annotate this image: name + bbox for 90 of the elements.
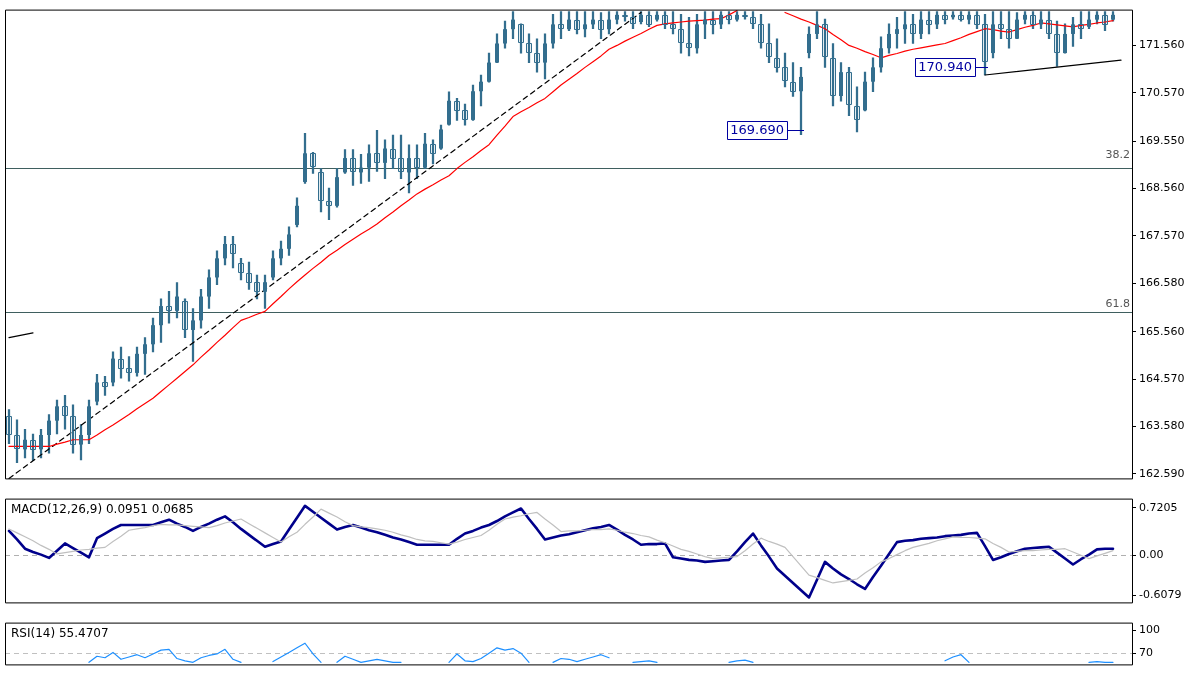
candlestick: [95, 374, 99, 406]
candlestick: [887, 23, 891, 54]
candlestick: [503, 20, 507, 49]
candlestick: [439, 124, 443, 150]
annotation: 61.8: [1105, 297, 1130, 311]
annotation: 170.940: [918, 59, 973, 75]
candlestick: [919, 11, 923, 40]
candlestick: [1111, 11, 1115, 22]
y-tick-label: 0.00: [1139, 548, 1164, 562]
candlestick: [991, 11, 995, 59]
candlestick: [903, 11, 907, 44]
candlestick: [343, 149, 347, 174]
candlestick: [495, 33, 499, 63]
candlestick: [263, 274, 267, 309]
candlestick: [279, 240, 283, 266]
candlestick: [1015, 12, 1019, 40]
candlestick: [815, 11, 819, 40]
candlestick: [807, 26, 811, 59]
candlestick: [295, 197, 299, 228]
candlestick: [271, 250, 275, 281]
candlestick: [543, 33, 547, 80]
y-tick-label: 169.550: [1139, 134, 1185, 148]
candlestick: [383, 139, 387, 179]
candlestick: [719, 11, 723, 30]
annotation: 38.2: [1105, 148, 1130, 162]
candlestick: [487, 52, 491, 83]
candlestick: [511, 11, 515, 40]
candlestick: [215, 250, 219, 285]
candlestick: [303, 132, 307, 184]
candlestick: [1023, 11, 1027, 25]
candlestick: [79, 424, 83, 461]
candlestick: [935, 11, 939, 30]
candlestick: [607, 11, 611, 35]
candlestick: [895, 16, 899, 49]
candlestick: [407, 144, 411, 194]
candlestick: [615, 11, 619, 25]
y-tick-label: 0.7205: [1139, 500, 1178, 514]
y-tick-label: -0.6079: [1139, 588, 1182, 602]
candlestick: [447, 91, 451, 126]
y-tick-label: 165.560: [1139, 324, 1185, 338]
y-tick-label: 167.570: [1139, 228, 1185, 242]
candlestick: [143, 337, 147, 375]
candlestick: [39, 428, 43, 459]
y-tick-label: 171.560: [1139, 38, 1185, 52]
candlestick: [967, 11, 971, 25]
y-tick-label: 164.570: [1139, 372, 1185, 385]
candlestick: [23, 428, 27, 459]
candlestick: [735, 11, 739, 22]
candlestick: [879, 36, 883, 73]
candlestick: [135, 346, 139, 377]
candlestick: [175, 282, 179, 319]
candlestick: [191, 308, 195, 362]
candlestick: [1095, 11, 1099, 25]
y-tick-label: 163.580: [1139, 419, 1185, 433]
candlestick: [799, 67, 803, 136]
candlestick: [1087, 11, 1091, 30]
candlestick: [199, 289, 203, 329]
candlestick: [111, 351, 115, 387]
candlestick: [655, 11, 659, 22]
chart-title: MACD(12,26,9) 0.0951 0.0685: [11, 501, 194, 516]
candlestick: [151, 317, 155, 353]
y-tick-label: 100: [1139, 623, 1160, 637]
y-tick-label: 70: [1139, 646, 1153, 660]
candlestick: [871, 57, 875, 93]
y-tick-label: 168.560: [1139, 181, 1185, 195]
candlestick: [47, 414, 51, 454]
candlestick: [223, 236, 227, 266]
candlestick: [335, 168, 339, 208]
candlestick: [567, 11, 571, 31]
candlestick: [583, 11, 587, 38]
candlestick: [863, 71, 867, 112]
candlestick: [1063, 23, 1067, 54]
candlestick: [287, 226, 291, 256]
y-tick-label: 166.580: [1139, 276, 1185, 290]
y-tick-label: 162.590: [1139, 466, 1185, 480]
candlestick: [479, 74, 483, 107]
chart-title: RSI(14) 55.4707: [11, 625, 109, 640]
annotation: 169.690: [730, 122, 785, 138]
candlestick: [367, 144, 371, 182]
candlestick: [839, 62, 843, 102]
candlestick: [55, 399, 59, 435]
candlestick: [639, 11, 643, 25]
candlestick: [159, 298, 163, 343]
candlestick: [207, 269, 211, 309]
candlestick: [551, 14, 555, 49]
y-tick-label: 170.570: [1139, 85, 1185, 99]
candlestick: [1071, 16, 1075, 47]
candlestick: [423, 132, 427, 169]
candlestick: [87, 399, 91, 444]
candlestick: [695, 14, 699, 54]
